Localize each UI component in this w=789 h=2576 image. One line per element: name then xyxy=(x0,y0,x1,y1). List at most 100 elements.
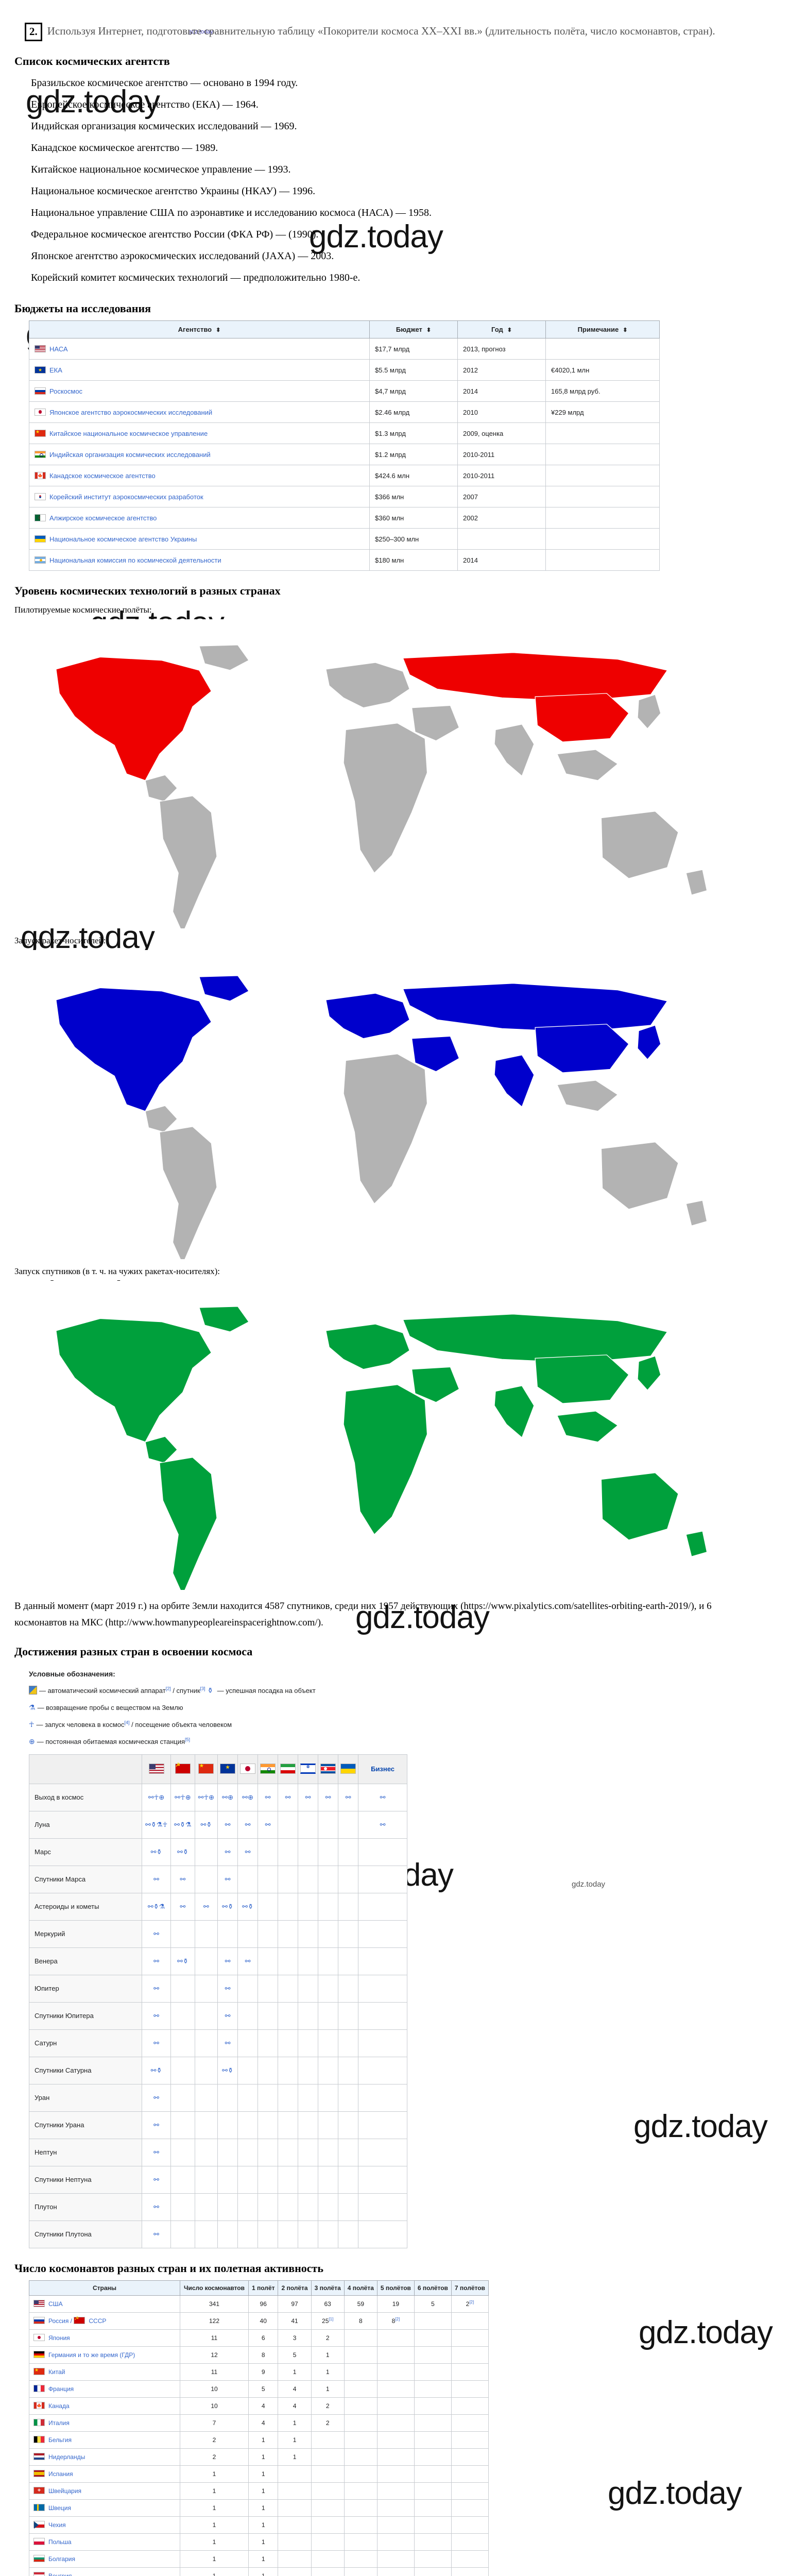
country-flag-icon xyxy=(74,2316,85,2325)
cosmonauts-country-cell[interactable]: Канада xyxy=(29,2397,180,2415)
budget-year: 2002 xyxy=(457,507,546,529)
achievement-cell xyxy=(318,1947,339,1975)
achievements-country-header[interactable] xyxy=(318,1754,339,1784)
cosmonauts-country-cell[interactable]: Франция xyxy=(29,2380,180,2398)
achievements-country-header[interactable] xyxy=(194,1754,218,1784)
budget-agency-cell[interactable]: Национальное космическое агентство Украи… xyxy=(29,528,370,550)
map-region-af xyxy=(343,722,428,874)
achievement-cell xyxy=(358,1974,408,2003)
cosmonauts-flight-count: 1 xyxy=(278,2414,312,2432)
budget-agency-cell[interactable]: НАСА xyxy=(29,338,370,360)
map-region-me xyxy=(411,1366,460,1403)
cosmonauts-flight-count: 8 xyxy=(344,2312,378,2330)
achievements-country-header[interactable] xyxy=(298,1754,319,1784)
cosmonauts-country-cell[interactable]: Россия / СССР xyxy=(29,2312,180,2330)
cosmonauts-flight-count xyxy=(311,2499,345,2517)
cosmonauts-flight-count xyxy=(414,2329,452,2347)
cosmonauts-country-cell[interactable]: Нидерланды xyxy=(29,2448,180,2466)
cosmonauts-country-cell[interactable]: Испания xyxy=(29,2465,180,2483)
cosmonauts-flight-count xyxy=(414,2380,452,2398)
map-region-ru xyxy=(402,652,668,702)
cosmonauts-flight-count xyxy=(311,2567,345,2576)
country-name: США xyxy=(48,2300,63,2308)
achievement-cell xyxy=(258,1892,279,1921)
budget-agency-cell[interactable]: Индийская организация космических исслед… xyxy=(29,444,370,465)
budget-agency-cell[interactable]: Роскосмос xyxy=(29,380,370,402)
cosmonauts-flight-count: 96 xyxy=(248,2295,279,2313)
cosmonauts-flight-count xyxy=(376,2431,415,2449)
achievement-cell: ⚯☥⊕ xyxy=(170,1783,195,1811)
country-flag-icon xyxy=(33,2470,45,2478)
budget-col-header[interactable]: Год ⬍ xyxy=(457,320,546,338)
map-region-me xyxy=(411,1036,460,1072)
budget-col-header[interactable]: Примечание ⬍ xyxy=(545,320,660,338)
achievement-label: Марс xyxy=(29,1838,142,1866)
budget-agency-cell[interactable]: Корейский институт аэрокосмических разра… xyxy=(29,486,370,507)
budget-agency-cell[interactable]: Японское агентство аэрокосмических иссле… xyxy=(29,401,370,423)
footnote-ref[interactable]: [2] xyxy=(395,2317,400,2322)
budget-note xyxy=(545,528,660,550)
country-name: Франция xyxy=(48,2385,74,2393)
cosmonauts-country-cell[interactable]: Япония xyxy=(29,2329,180,2347)
achievement-cell xyxy=(170,2165,195,2194)
budget-col-label: Бюджет xyxy=(396,326,422,333)
table-row: Национальная комиссия по космической дея… xyxy=(29,549,660,571)
achievements-business-header[interactable]: Бизнес xyxy=(358,1754,408,1784)
achievements-country-header[interactable] xyxy=(338,1754,359,1784)
budget-agency-cell[interactable]: Канадское космическое агентство xyxy=(29,465,370,486)
table-row: Корейский институт аэрокосмических разра… xyxy=(29,486,660,507)
achievements-country-header[interactable] xyxy=(278,1754,299,1784)
map-region-cn xyxy=(535,693,629,742)
achievements-country-header[interactable] xyxy=(170,1754,195,1784)
sort-arrow-icon[interactable]: ⬍ xyxy=(426,327,432,333)
budget-col-header[interactable]: Бюджет ⬍ xyxy=(369,320,458,338)
cosmonauts-country-cell[interactable]: Китай xyxy=(29,2363,180,2381)
budget-agency-cell[interactable]: ЕКА xyxy=(29,359,370,381)
achievements-country-header[interactable] xyxy=(237,1754,259,1784)
budget-amount: $424.6 млн xyxy=(369,465,458,486)
achievements-country-header[interactable] xyxy=(141,1754,171,1784)
budget-note xyxy=(545,465,660,486)
cosmonauts-country-cell[interactable]: Чехия xyxy=(29,2516,180,2534)
budget-agency-cell[interactable]: Национальная комиссия по космической дея… xyxy=(29,549,370,571)
cosmonauts-country-cell[interactable]: Италия xyxy=(29,2414,180,2432)
achievement-cell xyxy=(338,1947,359,1975)
country-name: Польша xyxy=(48,2538,72,2546)
cosmonauts-flight-count xyxy=(344,2465,378,2483)
achievement-cell xyxy=(237,2220,259,2248)
spacecraft-icon xyxy=(29,1685,37,1694)
budget-agency-cell[interactable]: Алжирское космическое агентство xyxy=(29,507,370,529)
cosmonauts-country-cell[interactable]: Бельгия xyxy=(29,2431,180,2449)
budget-col-header[interactable]: Агентство ⬍ xyxy=(29,320,370,338)
achievement-cell xyxy=(298,1865,319,1893)
cosmonauts-country-cell[interactable]: Германия и то же время (ГДР) xyxy=(29,2346,180,2364)
map-region-jp xyxy=(637,694,661,730)
cosmonauts-country-cell[interactable]: Швейцария xyxy=(29,2482,180,2500)
achievement-cell xyxy=(278,2111,299,2139)
achievement-cell xyxy=(278,1865,299,1893)
cosmonauts-flight-count xyxy=(344,2516,378,2534)
cosmonauts-country-cell[interactable]: Болгария xyxy=(29,2550,180,2568)
cosmonauts-country-cell[interactable]: Венгрия xyxy=(29,2567,180,2576)
cosmonauts-flight-count xyxy=(278,2499,312,2517)
achievement-label: Выход в космос xyxy=(29,1783,142,1811)
sort-arrow-icon[interactable]: ⬍ xyxy=(216,327,221,333)
agency-item: Китайское национальное космическое управ… xyxy=(31,164,291,175)
achievements-country-header[interactable] xyxy=(258,1754,279,1784)
cosmonauts-flight-count xyxy=(451,2465,489,2483)
sort-arrow-icon[interactable]: ⬍ xyxy=(623,327,628,333)
achievements-country-header[interactable] xyxy=(217,1754,238,1784)
sort-arrow-icon[interactable]: ⬍ xyxy=(507,327,512,333)
achievement-cell: ⚯ xyxy=(141,2138,171,2166)
cosmonauts-flight-count xyxy=(311,2550,345,2568)
cosmonauts-country-cell[interactable]: США xyxy=(29,2295,180,2313)
country-flag-icon xyxy=(33,2572,45,2576)
cosmonauts-country-cell[interactable]: Швеция xyxy=(29,2499,180,2517)
cosmonauts-country-cell[interactable]: Польша xyxy=(29,2533,180,2551)
achievement-cell: ⚯☥⊕ xyxy=(141,1783,171,1811)
budget-agency-cell[interactable]: Китайское национальное космическое управ… xyxy=(29,422,370,444)
footnote-ref[interactable]: [2] xyxy=(469,2300,474,2305)
achievement-cell xyxy=(318,2056,339,2084)
footnote-ref[interactable]: [1] xyxy=(329,2317,334,2322)
cosmonauts-flight-count xyxy=(451,2448,489,2466)
